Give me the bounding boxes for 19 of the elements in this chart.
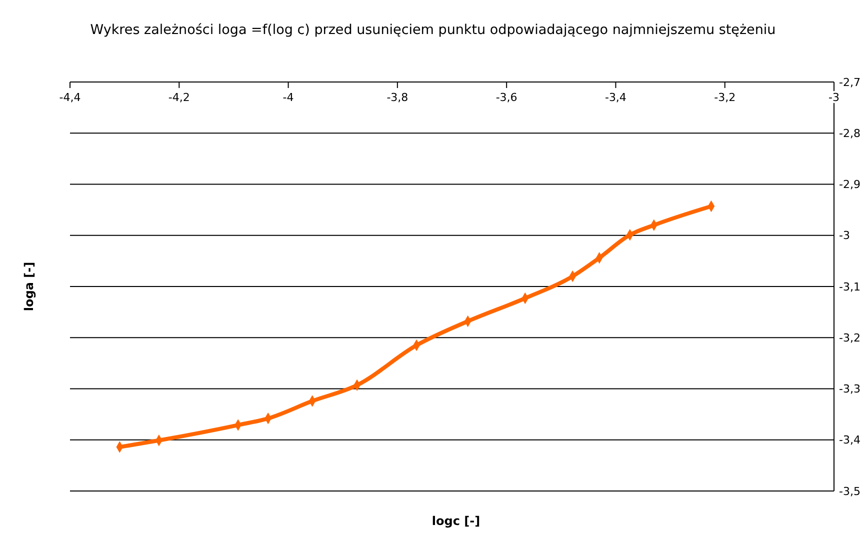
x-tick-label: -4	[282, 91, 294, 104]
x-tick-label: -4,2	[168, 91, 190, 104]
y-axis-title: loga [-]	[22, 262, 36, 312]
y-tick-label: -3,5	[839, 484, 860, 498]
x-tick-label: -3,8	[386, 91, 408, 104]
y-tick-label: -3,2	[839, 331, 860, 344]
y-tick-label: -2,7	[839, 76, 860, 89]
y-tick-label: -3,1	[839, 280, 860, 294]
y-tick-label: -3,4	[839, 434, 860, 447]
chart-title: Wykres zależności loga =f(log c) przed usunięciem punktu odpowiadającego najmniejszemu stężeniu	[90, 22, 776, 38]
x-tick-label: -4,4	[59, 91, 81, 104]
y-tick-label: -2,9	[839, 178, 860, 192]
y-tick-label: -2,8	[839, 126, 860, 140]
y-tick-label: -3	[839, 229, 850, 242]
x-tick-label: -3,6	[496, 91, 518, 104]
x-tick-label: -3,2	[714, 91, 736, 104]
x-tick-label: -3,4	[604, 91, 626, 104]
y-tick-label: -3,3	[839, 382, 860, 396]
x-axis-title: logc [-]	[432, 514, 480, 528]
